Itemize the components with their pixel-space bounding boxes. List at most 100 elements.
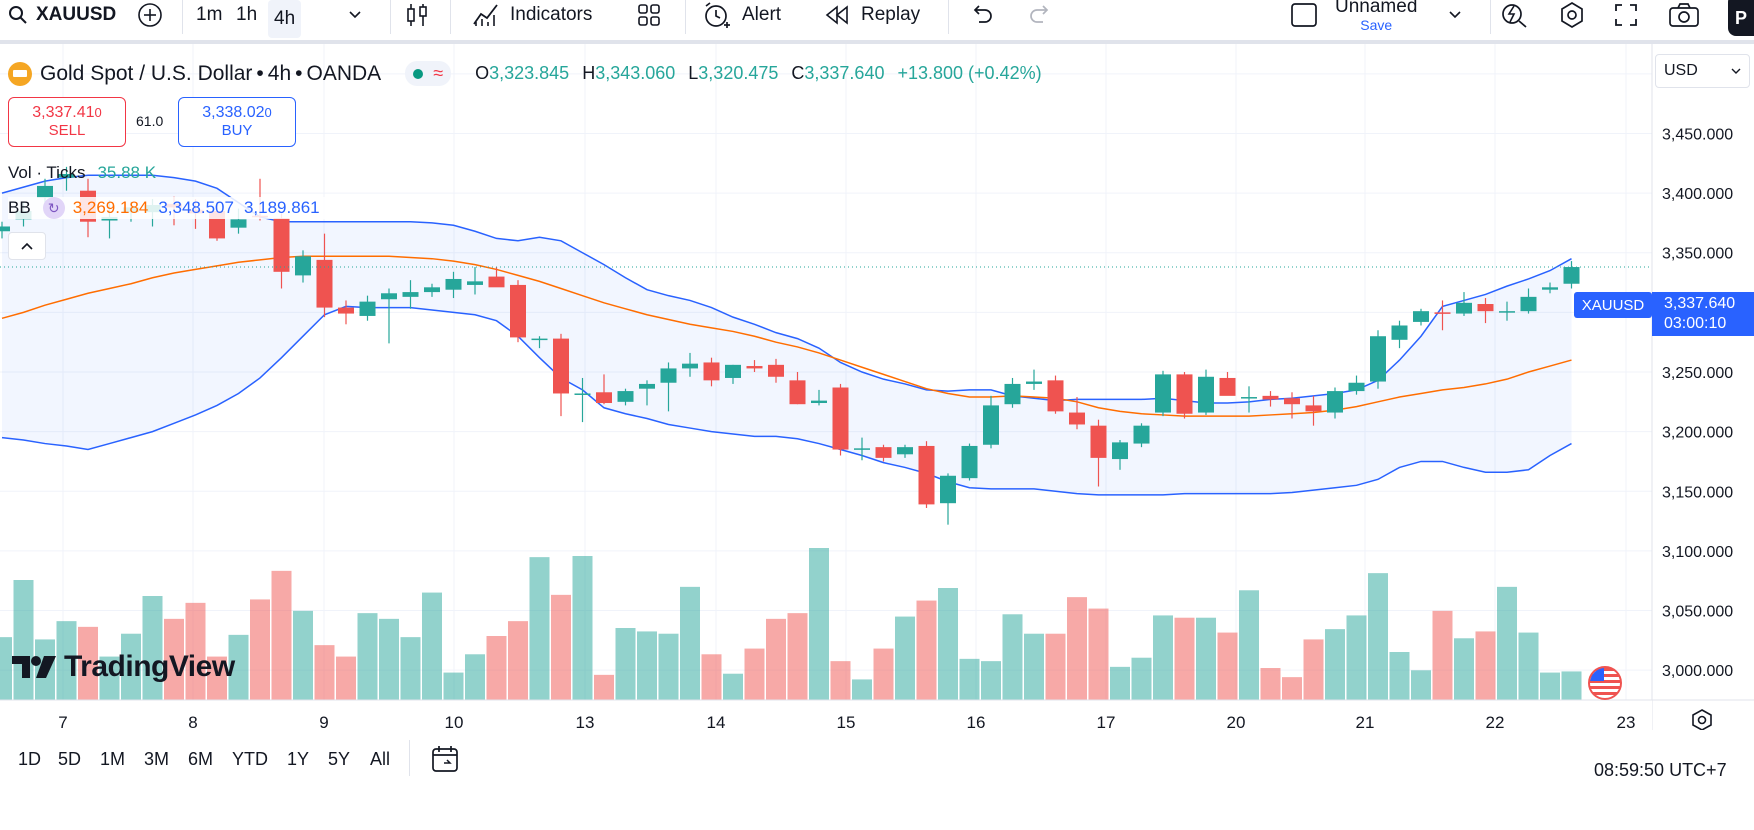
price-axis-label: 3,200.000 xyxy=(1662,425,1733,442)
time-axis-label: 9 xyxy=(319,713,328,730)
volume-value: 35.88 K xyxy=(97,163,157,182)
candle-body xyxy=(445,278,462,290)
range-button-5y[interactable]: 5Y xyxy=(328,749,351,769)
legend-dot: • xyxy=(256,61,264,85)
range-button-1m[interactable]: 1M xyxy=(100,749,126,769)
layout-menu-button[interactable] xyxy=(1448,0,1462,30)
volume-bar xyxy=(250,599,270,700)
collapse-legend-button[interactable] xyxy=(8,232,46,260)
volume-bar xyxy=(1174,617,1195,700)
redo-button[interactable] xyxy=(1028,0,1052,30)
interval-4h-button[interactable]: 4h xyxy=(268,0,302,38)
instrument-name[interactable]: Gold Spot / U.S. Dollar xyxy=(40,61,253,85)
go-to-date-button[interactable] xyxy=(430,744,460,779)
candle-body xyxy=(553,338,569,394)
replay-button[interactable]: Replay xyxy=(825,0,920,30)
undo-icon xyxy=(973,5,992,23)
market-status-badge[interactable]: ≈ xyxy=(405,61,452,86)
indicators-label: Indicators xyxy=(510,4,593,25)
candles-icon xyxy=(407,4,427,26)
candle-body xyxy=(381,293,397,300)
clock-display[interactable]: 08:59:50 UTC+7 xyxy=(1594,760,1727,780)
layout-name-button[interactable]: Unnamed Save xyxy=(1335,0,1417,36)
bollinger-legend[interactable]: BB ↻ 3,269.184 3,348.507 3,189.861 xyxy=(8,197,326,219)
screenshot-button[interactable] xyxy=(1668,0,1700,30)
interval-1m-button[interactable]: 1m xyxy=(196,0,222,30)
range-button-all[interactable]: All xyxy=(370,749,391,769)
fullscreen-button[interactable] xyxy=(1614,0,1638,30)
toolbar-divider xyxy=(390,0,391,34)
candle-body xyxy=(338,307,354,314)
bottom-toolbar xyxy=(0,730,1754,830)
volume-bar xyxy=(1411,670,1431,700)
range-button-1y[interactable]: 1Y xyxy=(287,749,310,769)
exchange-name: OANDA xyxy=(306,61,382,85)
time-axis-background xyxy=(0,700,1652,730)
range-button-ytd[interactable]: YTD xyxy=(232,749,268,769)
symbol-search-button[interactable]: XAUUSD xyxy=(8,0,116,30)
symbol-name: XAUUSD xyxy=(36,4,117,25)
chevron-down-icon xyxy=(349,11,361,19)
candle-body xyxy=(1284,398,1300,405)
candle-body xyxy=(488,276,505,288)
us-flag-icon[interactable] xyxy=(1588,666,1622,700)
volume-bar xyxy=(185,602,206,700)
candle-body xyxy=(37,185,53,198)
range-button-6m[interactable]: 6M xyxy=(188,749,214,769)
volume-bar xyxy=(916,600,937,700)
toolbar-divider xyxy=(685,0,686,34)
chart-canvas[interactable]: 3,500.0003,450.0003,400.0003,350.0003,30… xyxy=(0,44,1754,730)
watermark-text: TradingView xyxy=(64,650,235,683)
quick-search-button[interactable] xyxy=(1500,0,1530,30)
indicators-button[interactable]: Indicators xyxy=(472,0,592,30)
volume-bar xyxy=(443,672,464,700)
interval-1h-button[interactable]: 1h xyxy=(236,0,257,30)
settings-button[interactable] xyxy=(1558,0,1586,30)
volume-bar xyxy=(164,618,184,700)
symbol-price-tag[interactable]: XAUUSD xyxy=(1574,292,1652,318)
sell-button[interactable]: 3,337.410 SELL xyxy=(8,97,126,147)
volume-bar xyxy=(1303,639,1324,700)
volume-bar xyxy=(1067,597,1087,700)
volume-bar xyxy=(529,557,550,700)
volume-bar xyxy=(422,592,442,700)
range-button-3m[interactable]: 3M xyxy=(144,749,170,769)
buy-button[interactable]: 3,338.020 BUY xyxy=(178,97,296,147)
compare-symbol-button[interactable] xyxy=(137,0,163,30)
chart-area[interactable]: 3,500.0003,450.0003,400.0003,350.0003,30… xyxy=(0,44,1754,730)
volume-bar xyxy=(830,661,851,700)
undo-button[interactable] xyxy=(970,0,994,30)
price-axis-label: 3,000.000 xyxy=(1662,663,1733,680)
range-button-5d[interactable]: 5D xyxy=(58,749,82,769)
candle-body xyxy=(531,338,548,341)
profile-button[interactable]: P xyxy=(1728,0,1754,36)
candle-body xyxy=(1026,381,1042,384)
chart-type-button[interactable] xyxy=(405,0,429,30)
volume-bar xyxy=(1024,633,1044,700)
candle-body xyxy=(1069,412,1085,425)
volume-bar xyxy=(508,621,528,700)
legend-dot: • xyxy=(295,61,303,85)
currency-select[interactable]: USD xyxy=(1655,54,1750,88)
candle-body xyxy=(725,364,741,378)
candle-body xyxy=(1542,287,1558,290)
range-button-1d[interactable]: 1D xyxy=(18,749,42,769)
volume-bar xyxy=(1239,590,1259,700)
layout-toggle-button[interactable] xyxy=(1290,0,1318,30)
volume-bar xyxy=(1088,608,1109,700)
interval-label: 1h xyxy=(236,4,258,25)
alert-button[interactable]: Alert xyxy=(702,0,781,30)
square-icon xyxy=(1291,3,1317,27)
legend-interval: 4h xyxy=(267,61,292,85)
volume-legend[interactable]: Vol · Ticks 35.88 K xyxy=(8,163,156,183)
volume-bars xyxy=(0,548,1582,700)
layouts-button[interactable] xyxy=(636,0,662,30)
redo-icon xyxy=(1030,5,1049,23)
search-icon xyxy=(9,6,27,24)
candle-body xyxy=(639,383,655,389)
candle-body xyxy=(1391,325,1408,340)
alert-label: Alert xyxy=(742,4,782,25)
price-axis-label: 3,100.000 xyxy=(1662,544,1733,561)
time-axis-label: 20 xyxy=(1227,713,1246,730)
interval-dropdown-button[interactable] xyxy=(348,0,362,30)
